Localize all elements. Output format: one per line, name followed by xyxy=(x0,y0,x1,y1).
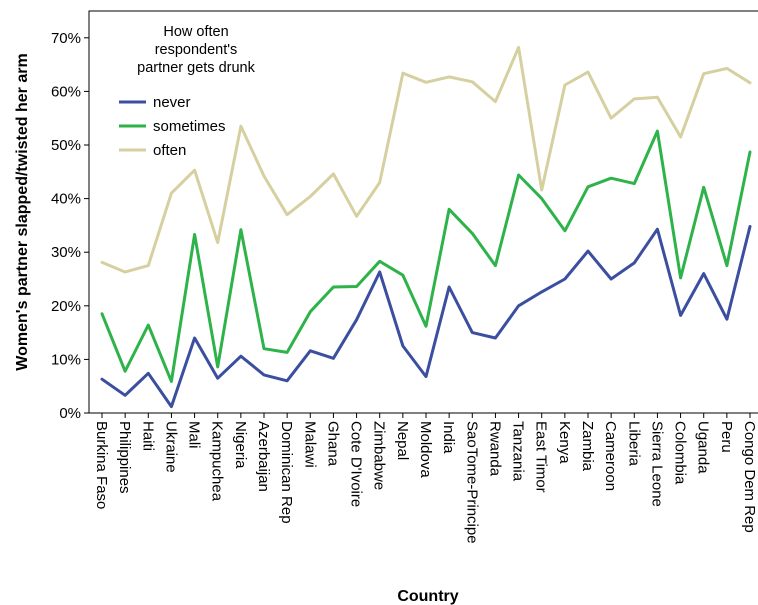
series-line-often xyxy=(100,45,752,274)
x-tick-label: Sierra Leone xyxy=(648,421,665,507)
x-tick-label: Philippines xyxy=(116,421,133,494)
x-tick-label: Burkina Faso xyxy=(93,421,110,509)
x-tick-label: Ghana xyxy=(324,421,341,467)
series-lines xyxy=(100,45,752,409)
axes xyxy=(88,10,758,414)
x-tick-label: Colombia xyxy=(672,421,689,485)
series-line-never xyxy=(100,225,752,409)
x-tick-label: Nigeria xyxy=(232,421,249,469)
x-tick-label: East Timor xyxy=(533,421,550,493)
x-tick-label: Moldova xyxy=(417,421,434,478)
x-tick-label: Ukraine xyxy=(162,421,179,473)
legend-label-sometimes: sometimes xyxy=(153,118,226,135)
x-tick-label: Rwanda xyxy=(486,421,503,477)
x-tick-label: Cote D'Ivoire xyxy=(348,421,365,507)
y-tick-label: 60% xyxy=(51,83,81,100)
y-tick-label: 10% xyxy=(51,351,81,368)
x-tick-label: SaoTome-Principe xyxy=(463,421,480,544)
legend-title-line: partner gets drunk xyxy=(137,60,255,76)
x-tick-label: Cameroon xyxy=(602,421,619,491)
y-axis-ticks: 0% 10% 20% 30% 40% 50% 60% 70% xyxy=(51,30,89,422)
x-tick-label: Liberia xyxy=(625,421,642,467)
x-axis-ticks: Burkina Faso Philippines Haiti Ukraine Mali K… xyxy=(93,413,758,544)
series-line-sometimes xyxy=(100,129,752,383)
x-tick-label: Malawi xyxy=(301,421,318,468)
x-axis-title: Country xyxy=(397,588,458,605)
y-tick-label: 0% xyxy=(59,405,81,422)
plot-frame xyxy=(88,10,758,414)
x-tick-label: Congo Dem Rep xyxy=(741,421,758,533)
x-tick-label: Zambia xyxy=(579,421,596,472)
x-tick-label: Mali xyxy=(186,421,203,449)
x-tick-label: India xyxy=(440,421,457,454)
legend-title-line: respondent's xyxy=(155,42,238,58)
legend-label-often: often xyxy=(153,142,186,159)
y-tick-label: 20% xyxy=(51,298,81,315)
x-tick-label: Kenya xyxy=(556,421,573,464)
legend: How often respondent's partner gets drunk … xyxy=(119,24,256,159)
x-tick-label: Uganda xyxy=(695,421,712,474)
y-tick-label: 70% xyxy=(51,30,81,47)
legend-label-never: never xyxy=(153,94,191,111)
x-tick-label: Kampuchea xyxy=(209,421,226,502)
legend-title-line: How often xyxy=(163,24,228,40)
x-tick-label: Nepal xyxy=(394,421,411,460)
x-tick-label: Haiti xyxy=(139,421,156,451)
x-tick-label: Dominican Rep xyxy=(278,421,295,524)
x-tick-label: Peru xyxy=(718,421,735,453)
x-tick-label: Azerbaijan xyxy=(255,421,272,492)
x-tick-label: Tanzania xyxy=(510,421,527,482)
y-tick-label: 40% xyxy=(51,191,81,208)
y-axis-title: Women's partner slapped/twisted her arm xyxy=(14,53,31,370)
x-tick-label: Zimbabwe xyxy=(371,421,388,490)
y-tick-label: 30% xyxy=(51,244,81,261)
legend-title: How often respondent's partner gets drunk xyxy=(137,24,255,76)
y-tick-label: 50% xyxy=(51,137,81,154)
legend-items: never sometimes often xyxy=(119,94,226,159)
